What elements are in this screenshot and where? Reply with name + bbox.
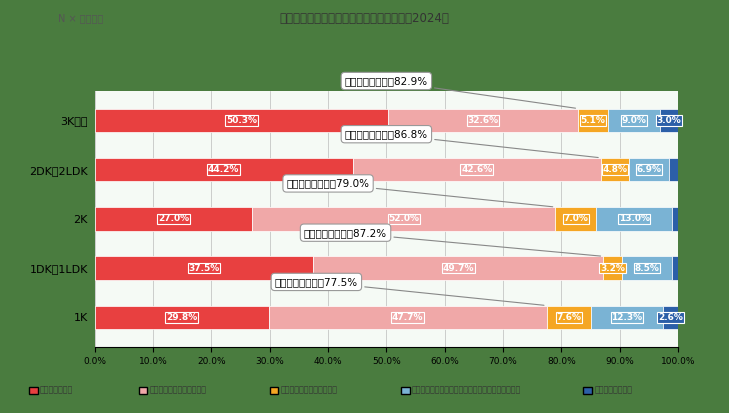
Bar xyxy=(663,306,678,329)
Bar xyxy=(252,207,555,231)
Bar xyxy=(622,256,671,280)
Bar xyxy=(95,109,388,132)
Text: 3.2%: 3.2% xyxy=(600,263,625,273)
Bar xyxy=(596,207,672,231)
Text: 13.0%: 13.0% xyxy=(619,214,650,223)
Text: 4.8%: 4.8% xyxy=(602,165,628,174)
Bar xyxy=(95,306,268,329)
Text: 毎週料理をする：77.5%: 毎週料理をする：77.5% xyxy=(275,277,544,305)
Text: 49.7%: 49.7% xyxy=(443,263,474,273)
Text: 7.6%: 7.6% xyxy=(556,313,582,322)
Text: 気が向いたら料理する程度で、あまり料理はしない: 気が向いたら料理する程度で、あまり料理はしない xyxy=(412,386,521,395)
Text: 29.8%: 29.8% xyxy=(166,313,198,322)
Bar xyxy=(671,256,678,280)
Text: 9.0%: 9.0% xyxy=(622,116,647,125)
Text: 料理は全くしない: 料理は全くしない xyxy=(594,386,632,395)
Bar xyxy=(95,207,252,231)
Text: 7.0%: 7.0% xyxy=(564,214,588,223)
Text: 44.2%: 44.2% xyxy=(208,165,239,174)
Bar xyxy=(604,256,622,280)
Bar xyxy=(95,256,313,280)
Text: 52.0%: 52.0% xyxy=(389,214,419,223)
Bar xyxy=(388,109,578,132)
Bar xyxy=(672,207,678,231)
Bar xyxy=(660,109,678,132)
Bar xyxy=(555,207,596,231)
Text: 6.9%: 6.9% xyxy=(636,165,662,174)
Text: N × エイブル: N × エイブル xyxy=(58,14,104,24)
Text: 月に数回程度、料理をする: 月に数回程度、料理をする xyxy=(281,386,338,395)
Bar xyxy=(353,158,601,181)
Bar xyxy=(95,158,353,181)
Text: 8.5%: 8.5% xyxy=(634,263,659,273)
Text: 「住まい別・料理に関するアンケート調査2024」: 「住まい別・料理に関するアンケート調査2024」 xyxy=(279,12,450,25)
Bar xyxy=(601,158,629,181)
Text: 27.0%: 27.0% xyxy=(158,214,189,223)
Bar xyxy=(313,256,604,280)
Bar xyxy=(268,306,547,329)
Text: 5.1%: 5.1% xyxy=(581,116,606,125)
Text: 2.6%: 2.6% xyxy=(658,313,683,322)
Text: 毎週料理をする：86.8%: 毎週料理をする：86.8% xyxy=(345,129,599,157)
Text: 32.6%: 32.6% xyxy=(467,116,499,125)
Text: 47.7%: 47.7% xyxy=(392,313,424,322)
Text: 毎週料理をする：82.9%: 毎週料理をする：82.9% xyxy=(345,76,575,108)
Text: 42.6%: 42.6% xyxy=(461,165,492,174)
Text: 毎週料理をする：79.0%: 毎週料理をする：79.0% xyxy=(286,178,553,207)
Bar xyxy=(591,306,663,329)
Text: 毎日料理をする: 毎日料理をする xyxy=(40,386,74,395)
Text: 37.5%: 37.5% xyxy=(189,263,219,273)
Text: 50.3%: 50.3% xyxy=(226,116,257,125)
Bar xyxy=(578,109,608,132)
Text: 3.0%: 3.0% xyxy=(657,116,682,125)
Bar xyxy=(669,158,678,181)
Text: 週に数回程度、料理をする: 週に数回程度、料理をする xyxy=(149,386,206,395)
Text: 12.3%: 12.3% xyxy=(612,313,642,322)
Bar xyxy=(629,158,669,181)
Bar xyxy=(608,109,660,132)
Text: 毎週料理をする：87.2%: 毎週料理をする：87.2% xyxy=(304,228,601,256)
Bar xyxy=(547,306,591,329)
